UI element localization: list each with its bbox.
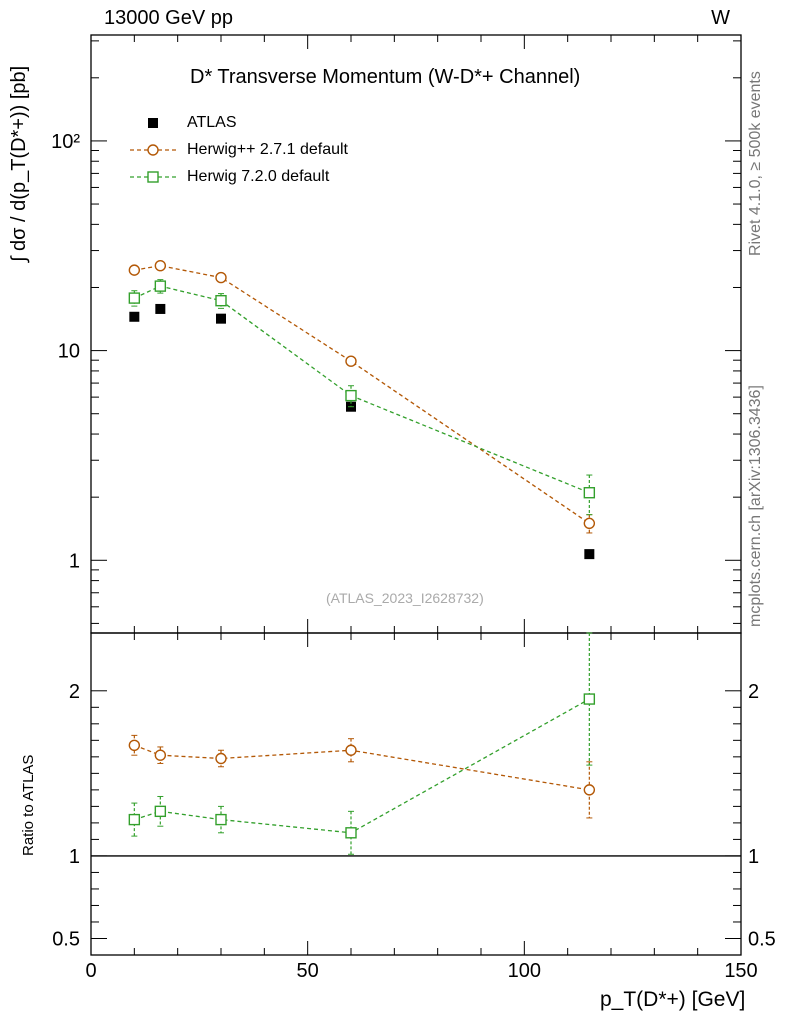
main-point-herwigpp: [128, 264, 141, 276]
main-point-herwig7: [154, 280, 167, 292]
analysis-id: (ATLAS_2023_I2628732): [326, 590, 484, 606]
ratio-line-2: [134, 698, 590, 834]
y-tick-label: 1: [69, 550, 80, 572]
legend-marker-herwig7: [147, 171, 159, 183]
main-point-herwigpp: [583, 517, 596, 530]
header-left: 13000 GeV pp: [104, 7, 233, 29]
main-point-atlas: [129, 311, 140, 322]
rivet-info: Rivet 4.1.0, ≥ 500k events: [747, 71, 764, 256]
ratio-point-herwigpp: [128, 739, 141, 751]
main-point-herwig7: [345, 389, 357, 402]
ratio-point-herwigpp: [345, 744, 357, 756]
x-axis-label: p_T(D*+) [GeV]: [600, 988, 746, 1011]
x-tick-label: 100: [508, 960, 541, 982]
ratio-point-herwigpp: [583, 784, 596, 796]
y-axis-label: ∫ dσ / d(p_T(D*+)) [pb]: [8, 65, 30, 262]
ratio-point-herwigpp: [154, 749, 167, 761]
ratio-point-herwig7: [128, 813, 141, 826]
x-tick-label: 150: [724, 960, 757, 982]
ratio-point-herwig7: [154, 805, 167, 818]
ratio-point-herwig7: [583, 693, 596, 705]
main-point-herwigpp: [154, 260, 167, 272]
y-tick-label: 10²: [51, 131, 80, 153]
ratio-line-1: [134, 744, 590, 791]
main-line-1: [134, 265, 590, 524]
main-point-atlas: [155, 303, 166, 314]
ratio-tick-label-right: 2: [748, 681, 759, 703]
mcplots-info: mcplots.cern.ch [arXiv:1306.3436]: [747, 385, 764, 627]
main-line-2: [134, 285, 590, 494]
header-right: W: [711, 7, 730, 29]
legend-marker-atlas: [148, 118, 158, 128]
ratio-point-herwigpp: [215, 752, 227, 765]
ratio-point-herwig7: [345, 827, 357, 839]
ratio-tick-label-right: 0.5: [748, 928, 776, 950]
main-point-herwigpp: [345, 355, 357, 367]
legend-herwig7: Herwig 7.2.0 default: [187, 168, 330, 185]
y-tick-label: 10: [58, 341, 80, 363]
ratio-tick-label: 2: [69, 681, 80, 703]
legend-herwigpp: Herwig++ 2.7.1 default: [187, 141, 348, 158]
ratio-plot-frame: [90, 632, 742, 956]
ratio-axis-label: Ratio to ATLAS: [20, 754, 37, 856]
ratio-point-herwig7: [215, 813, 227, 826]
main-point-atlas: [584, 549, 595, 560]
main-point-herwigpp: [215, 271, 227, 284]
ratio-tick-label: 0.5: [52, 928, 80, 950]
main-point-herwig7: [583, 487, 596, 499]
main-point-atlas: [216, 313, 226, 324]
ratio-tick-label: 1: [69, 846, 80, 868]
x-tick-label: 0: [85, 960, 96, 982]
chart-title: D* Transverse Momentum (W-D*+ Channel): [190, 66, 581, 88]
main-point-herwig7: [215, 294, 227, 307]
main-point-herwig7: [128, 292, 141, 304]
ratio-tick-label-right: 1: [748, 846, 759, 868]
x-tick-label: 50: [297, 960, 319, 982]
legend-marker-herwigpp: [147, 144, 159, 156]
legend-atlas: ATLAS: [187, 114, 237, 131]
